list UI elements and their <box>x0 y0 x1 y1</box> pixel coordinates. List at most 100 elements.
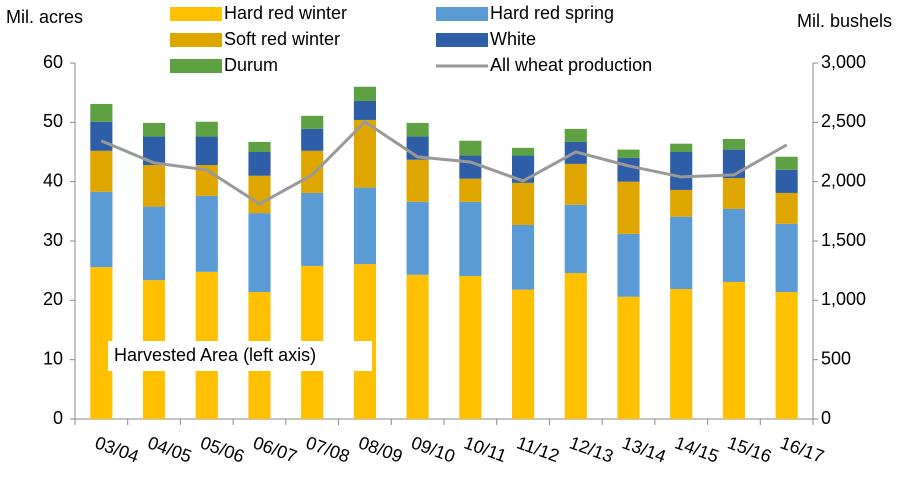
bar-segment <box>722 178 745 209</box>
bar-segment <box>248 152 271 176</box>
annotation-box <box>108 341 372 371</box>
bar-segment <box>143 165 166 207</box>
x-tick-label: 16/17 <box>778 432 827 466</box>
y-tick-label: 20 <box>43 289 63 309</box>
bar-segment <box>564 204 587 274</box>
y-tick-label: 50 <box>43 111 63 131</box>
bar-segment <box>617 181 640 234</box>
bar-segment <box>670 143 693 152</box>
x-tick-label: 12/13 <box>567 432 616 466</box>
legend-label: White <box>490 29 536 49</box>
bar-segment <box>248 213 271 293</box>
legend-label: Durum <box>224 55 278 75</box>
bar-segment <box>459 276 482 419</box>
y2-tick-label: 0 <box>821 408 831 428</box>
bar-segment <box>353 119 376 188</box>
bar-segment <box>406 122 429 137</box>
x-tick-label: 06/07 <box>251 432 300 466</box>
bar-segment <box>459 201 482 277</box>
y-tick-label: 0 <box>53 408 63 428</box>
legend-swatch <box>436 33 488 47</box>
y-tick-label: 40 <box>43 170 63 190</box>
bar-segment <box>90 267 113 419</box>
bar-segment <box>406 159 429 202</box>
legend-swatch <box>170 33 222 47</box>
bar-segment <box>670 289 693 419</box>
bar-segment <box>301 115 324 129</box>
x-tick-label: 05/06 <box>198 432 247 466</box>
annotation: Harvested Area (left axis) <box>114 345 316 365</box>
x-tick-label: 09/10 <box>409 432 458 466</box>
bar-segment <box>143 206 166 281</box>
bar-segment <box>775 292 798 419</box>
y-tick-label: 10 <box>43 348 63 368</box>
bar-segment <box>564 273 587 419</box>
bar-segment <box>617 233 640 297</box>
y2-tick-label: 500 <box>821 348 851 368</box>
bar-segment <box>90 191 113 268</box>
y2-tick-label: 1,500 <box>821 230 866 250</box>
bar-segment <box>670 189 693 217</box>
bar-segment <box>617 296 640 419</box>
x-tick-label: 13/14 <box>620 432 669 466</box>
legend-label: Hard red spring <box>490 3 614 23</box>
legend-label: All wheat production <box>490 55 652 75</box>
bar-segment <box>775 192 798 224</box>
bar-segment <box>564 128 587 142</box>
bar-segment <box>195 121 218 137</box>
bar-segment <box>248 175 271 214</box>
y2-tick-label: 3,000 <box>821 52 866 72</box>
bar-segment <box>775 223 798 293</box>
bar-segment <box>722 281 745 419</box>
x-tick-label: 08/09 <box>356 432 405 466</box>
bar-segment <box>406 274 429 419</box>
bar-segment <box>564 163 587 205</box>
bar-segment <box>301 150 324 193</box>
bar-segment <box>143 122 166 137</box>
legend-label: Hard red winter <box>224 3 347 23</box>
y2-tick-label: 2,000 <box>821 170 866 190</box>
bar-segment <box>353 86 376 101</box>
bar-segment <box>143 136 166 166</box>
bar-segment <box>301 192 324 266</box>
bar-segment <box>512 155 535 183</box>
bar-segment <box>459 140 482 156</box>
legend-swatch <box>170 7 222 21</box>
bar-segment <box>512 147 535 156</box>
x-tick-label: 03/04 <box>92 432 141 466</box>
x-tick-label: 15/16 <box>725 432 774 466</box>
bar-segment <box>512 224 535 290</box>
x-tick-label: 07/08 <box>303 432 352 466</box>
x-tick-label: 11/12 <box>514 432 562 466</box>
y2-axis-label: Mil. bushels <box>797 11 892 31</box>
bar-segment <box>90 121 113 151</box>
legend-swatch <box>436 7 488 21</box>
bar-segment <box>722 208 745 282</box>
bar-segment <box>195 136 218 166</box>
bar-segment <box>512 289 535 419</box>
bar-segment <box>459 155 482 179</box>
y-tick-label: 30 <box>43 230 63 250</box>
bar-segment <box>195 195 218 272</box>
x-tick-label: 10/11 <box>461 432 509 466</box>
bar-segment <box>406 201 429 275</box>
x-tick-label: 14/15 <box>672 432 721 466</box>
bar-segment <box>90 150 113 192</box>
line-series <box>100 119 788 206</box>
legend-swatch <box>170 59 222 73</box>
legend-label: Soft red winter <box>224 29 340 49</box>
y-axis-label: Mil. acres <box>6 7 83 27</box>
y2-tick-label: 1,000 <box>821 289 866 309</box>
bar-segment <box>775 156 798 170</box>
bar-segment <box>617 149 640 158</box>
bar-segment <box>459 178 482 202</box>
bar-segment <box>617 157 640 182</box>
bar-segment <box>670 216 693 290</box>
y-tick-label: 60 <box>43 52 63 72</box>
bar-segment <box>248 141 271 152</box>
bar-segment <box>353 100 376 120</box>
y2-tick-label: 2,500 <box>821 111 866 131</box>
x-tick-label: 04/05 <box>145 432 194 466</box>
bar-segment <box>512 182 535 225</box>
